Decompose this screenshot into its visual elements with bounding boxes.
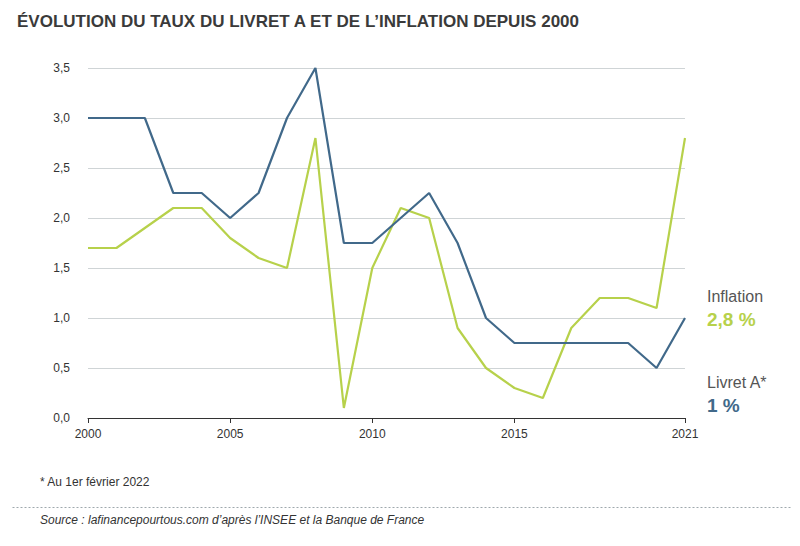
- svg-text:3,0: 3,0: [53, 111, 70, 125]
- svg-text:* Au 1er février 2022: * Au 1er février 2022: [40, 475, 150, 489]
- svg-text:1,0: 1,0: [53, 311, 70, 325]
- svg-text:Livret A*: Livret A*: [707, 374, 767, 391]
- svg-text:ÉVOLUTION DU TAUX DU LIVRET A: ÉVOLUTION DU TAUX DU LIVRET A ET DE L’IN…: [17, 12, 579, 31]
- svg-text:2005: 2005: [217, 427, 244, 441]
- svg-text:0,0: 0,0: [53, 411, 70, 425]
- svg-text:Source : lafinancepourtous.com: Source : lafinancepourtous.com d’après l…: [40, 513, 425, 527]
- svg-text:2000: 2000: [75, 427, 102, 441]
- svg-text:1,5: 1,5: [53, 261, 70, 275]
- svg-text:2010: 2010: [359, 427, 386, 441]
- svg-text:2,5: 2,5: [53, 161, 70, 175]
- svg-text:2015: 2015: [501, 427, 528, 441]
- svg-text:3,5: 3,5: [53, 61, 70, 75]
- svg-text:0,5: 0,5: [53, 361, 70, 375]
- svg-text:1 %: 1 %: [707, 395, 740, 416]
- svg-text:Inflation: Inflation: [707, 288, 763, 305]
- svg-text:2021: 2021: [672, 427, 699, 441]
- svg-text:2,0: 2,0: [53, 211, 70, 225]
- svg-text:2,8 %: 2,8 %: [707, 309, 756, 330]
